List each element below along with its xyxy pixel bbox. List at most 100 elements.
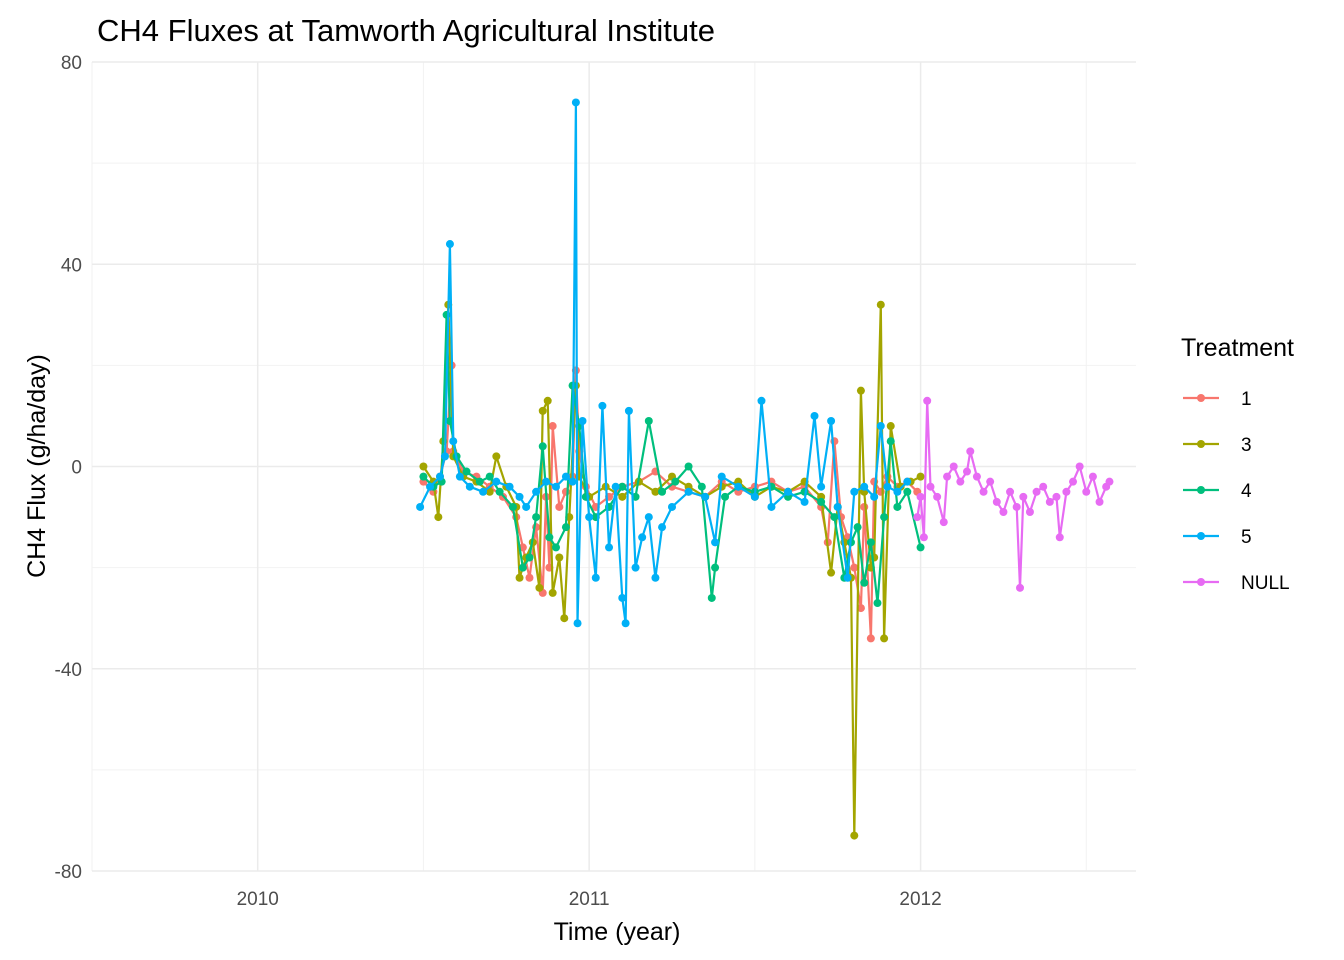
- series-line: [422, 303, 922, 837]
- data-point: [568, 477, 577, 486]
- data-point: [445, 240, 454, 249]
- data-point: [658, 487, 667, 496]
- data-point: [1069, 477, 1078, 486]
- data-point: [644, 513, 653, 522]
- legend-key-point: [1197, 394, 1205, 402]
- data-point: [671, 477, 680, 486]
- data-point: [492, 452, 501, 461]
- data-point: [548, 422, 557, 431]
- data-point: [416, 502, 425, 511]
- data-point: [561, 523, 570, 532]
- data-point: [817, 482, 826, 491]
- data-point: [436, 472, 444, 481]
- data-point: [419, 462, 428, 471]
- data-point: [1045, 497, 1054, 506]
- data-point: [426, 482, 435, 491]
- legend-key-point: [1197, 578, 1205, 586]
- data-point: [624, 406, 633, 415]
- data-point: [644, 416, 653, 425]
- data-point: [555, 553, 564, 562]
- data-point: [1039, 482, 1048, 491]
- data-point: [573, 619, 582, 628]
- data-point: [853, 523, 862, 532]
- data-point: [956, 477, 965, 486]
- data-point: [866, 634, 875, 643]
- data-point: [532, 513, 541, 522]
- plot-area: [416, 98, 1114, 840]
- data-point: [505, 482, 514, 491]
- data-point: [508, 502, 517, 511]
- data-point: [1062, 487, 1071, 496]
- data-point: [860, 578, 869, 587]
- data-point: [591, 573, 600, 582]
- data-point: [1105, 477, 1114, 486]
- legend-item: 4: [1183, 481, 1252, 502]
- data-point: [707, 593, 716, 602]
- data-point: [919, 533, 928, 542]
- data-point: [479, 487, 488, 496]
- data-point: [548, 588, 557, 597]
- data-point: [631, 563, 640, 572]
- data-point: [833, 502, 842, 511]
- data-point: [883, 482, 892, 491]
- data-point: [532, 487, 541, 496]
- data-point: [711, 563, 720, 572]
- data-point: [866, 538, 875, 547]
- data-point: [843, 573, 852, 582]
- data-point: [979, 487, 988, 496]
- legend-label: 1: [1241, 389, 1252, 410]
- data-point: [668, 502, 676, 511]
- data-point: [522, 502, 531, 511]
- data-point: [1095, 497, 1104, 506]
- data-point: [817, 497, 826, 506]
- data-point: [916, 472, 925, 481]
- data-point: [939, 518, 948, 527]
- x-tick-label: 2011: [569, 889, 610, 910]
- data-point: [545, 533, 554, 542]
- data-point: [449, 437, 458, 446]
- data-point: [1075, 462, 1084, 471]
- data-point: [1032, 487, 1041, 496]
- data-point: [1012, 502, 1021, 511]
- data-point: [560, 614, 569, 623]
- data-point: [886, 437, 895, 446]
- data-point: [943, 472, 952, 481]
- data-point: [492, 477, 501, 486]
- y-tick-label: 40: [61, 255, 82, 276]
- data-point: [465, 482, 474, 491]
- series-line: [916, 399, 1111, 589]
- data-point: [552, 482, 560, 491]
- data-point: [810, 411, 819, 420]
- data-point: [856, 386, 865, 395]
- data-point: [1025, 508, 1034, 517]
- legend-label: NULL: [1241, 573, 1290, 594]
- data-point: [757, 396, 766, 405]
- data-point: [893, 502, 902, 511]
- data-point: [538, 442, 547, 451]
- data-point: [618, 593, 627, 602]
- data-point: [1055, 533, 1064, 542]
- data-point: [1006, 487, 1015, 496]
- data-point: [419, 472, 428, 481]
- data-point: [1082, 487, 1091, 496]
- data-point: [651, 573, 660, 582]
- legend-item: NULL: [1183, 573, 1290, 594]
- series-1: [419, 361, 922, 643]
- series-5: [416, 98, 912, 628]
- legend-key-point: [1197, 440, 1205, 448]
- data-point: [542, 477, 551, 486]
- data-point: [495, 487, 504, 496]
- data-point: [992, 497, 1001, 506]
- data-point: [784, 487, 792, 496]
- data-point: [721, 492, 730, 501]
- data-point: [571, 98, 580, 107]
- data-point: [684, 462, 693, 471]
- x-axis-ticks: 2010 2011 2012: [237, 889, 942, 910]
- y-tick-label: -80: [55, 862, 82, 883]
- data-point: [916, 543, 925, 552]
- y-tick-label: 0: [71, 458, 82, 479]
- data-point: [949, 462, 958, 471]
- data-point: [916, 492, 925, 501]
- data-point: [876, 422, 885, 431]
